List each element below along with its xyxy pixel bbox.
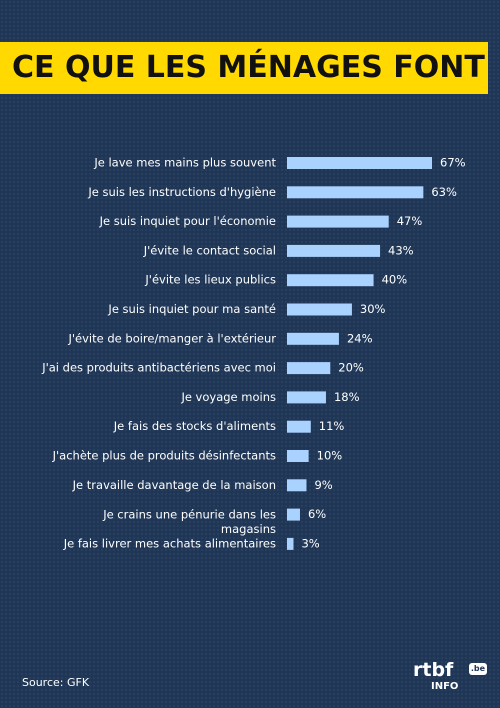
value-label: 9% bbox=[314, 478, 332, 492]
value-label: 30% bbox=[360, 302, 386, 316]
logo-wordmark: rtbf bbox=[413, 659, 454, 681]
bar bbox=[287, 215, 389, 228]
page-title: CE QUE LES MÉNAGES FONT bbox=[12, 50, 485, 85]
category-label: J'ai des produits antibactériens avec mo… bbox=[41, 361, 276, 375]
bar bbox=[287, 157, 432, 169]
bar bbox=[287, 391, 326, 404]
title-band: CE QUE LES MÉNAGES FONT bbox=[0, 42, 488, 94]
category-label: Je travaille davantage de la maison bbox=[72, 478, 276, 492]
bar bbox=[287, 508, 300, 521]
value-label: 67% bbox=[440, 156, 466, 170]
value-label: 63% bbox=[431, 185, 457, 199]
bar bbox=[287, 420, 311, 433]
category-label: J'évite les lieux publics bbox=[144, 273, 276, 287]
bar bbox=[287, 479, 307, 492]
category-label: J'évite de boire/manger à l'extérieur bbox=[68, 331, 277, 345]
category-label: J'achète plus de produits désinfectants bbox=[52, 449, 276, 463]
category-label: Je suis les instructions d'hygiène bbox=[87, 185, 276, 199]
rtbf-info-logo: rtbf .be INFO bbox=[413, 660, 489, 694]
bar bbox=[287, 303, 352, 316]
bar bbox=[287, 362, 331, 375]
value-label: 40% bbox=[382, 273, 408, 287]
source-note: Source: GFK bbox=[22, 676, 90, 689]
logo-badge: .be bbox=[469, 663, 487, 675]
category-label: Je suis inquiet pour ma santé bbox=[107, 302, 276, 316]
category-label: Je fais livrer mes achats alimentaires bbox=[63, 536, 276, 550]
value-label: 24% bbox=[347, 331, 373, 345]
bar bbox=[287, 332, 339, 345]
bar bbox=[287, 274, 374, 287]
value-label: 3% bbox=[301, 536, 319, 550]
bar bbox=[287, 450, 309, 462]
bar bbox=[287, 537, 294, 550]
bar bbox=[287, 186, 424, 199]
category-label: Je lave mes mains plus souvent bbox=[93, 156, 276, 170]
category-label: Je suis inquiet pour l'économie bbox=[99, 214, 276, 228]
category-label: Je voyage moins bbox=[180, 390, 276, 404]
category-label: J'évite le contact social bbox=[143, 243, 276, 257]
logo-subtitle: INFO bbox=[431, 681, 459, 692]
value-label: 47% bbox=[397, 214, 423, 228]
category-label: Je crains une pénurie dans les magasins bbox=[102, 507, 276, 535]
value-label: 11% bbox=[319, 419, 345, 433]
value-label: 20% bbox=[338, 361, 364, 375]
bar bbox=[287, 244, 381, 257]
value-label: 18% bbox=[334, 390, 360, 404]
value-label: 10% bbox=[317, 449, 343, 463]
category-label: Je fais des stocks d'aliments bbox=[113, 419, 276, 433]
value-label: 43% bbox=[388, 243, 414, 257]
value-label: 6% bbox=[308, 507, 326, 521]
